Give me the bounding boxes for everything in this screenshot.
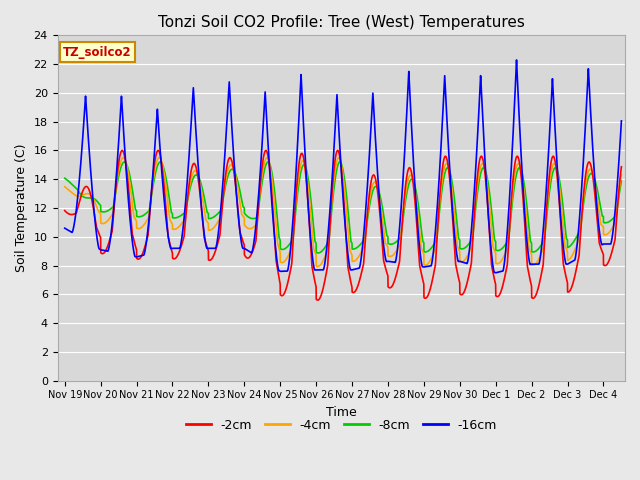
X-axis label: Time: Time: [326, 406, 356, 419]
Legend: -2cm, -4cm, -8cm, -16cm: -2cm, -4cm, -8cm, -16cm: [180, 414, 502, 437]
Y-axis label: Soil Temperature (C): Soil Temperature (C): [15, 144, 28, 272]
Title: Tonzi Soil CO2 Profile: Tree (West) Temperatures: Tonzi Soil CO2 Profile: Tree (West) Temp…: [158, 15, 525, 30]
Text: TZ_soilco2: TZ_soilco2: [63, 46, 132, 59]
